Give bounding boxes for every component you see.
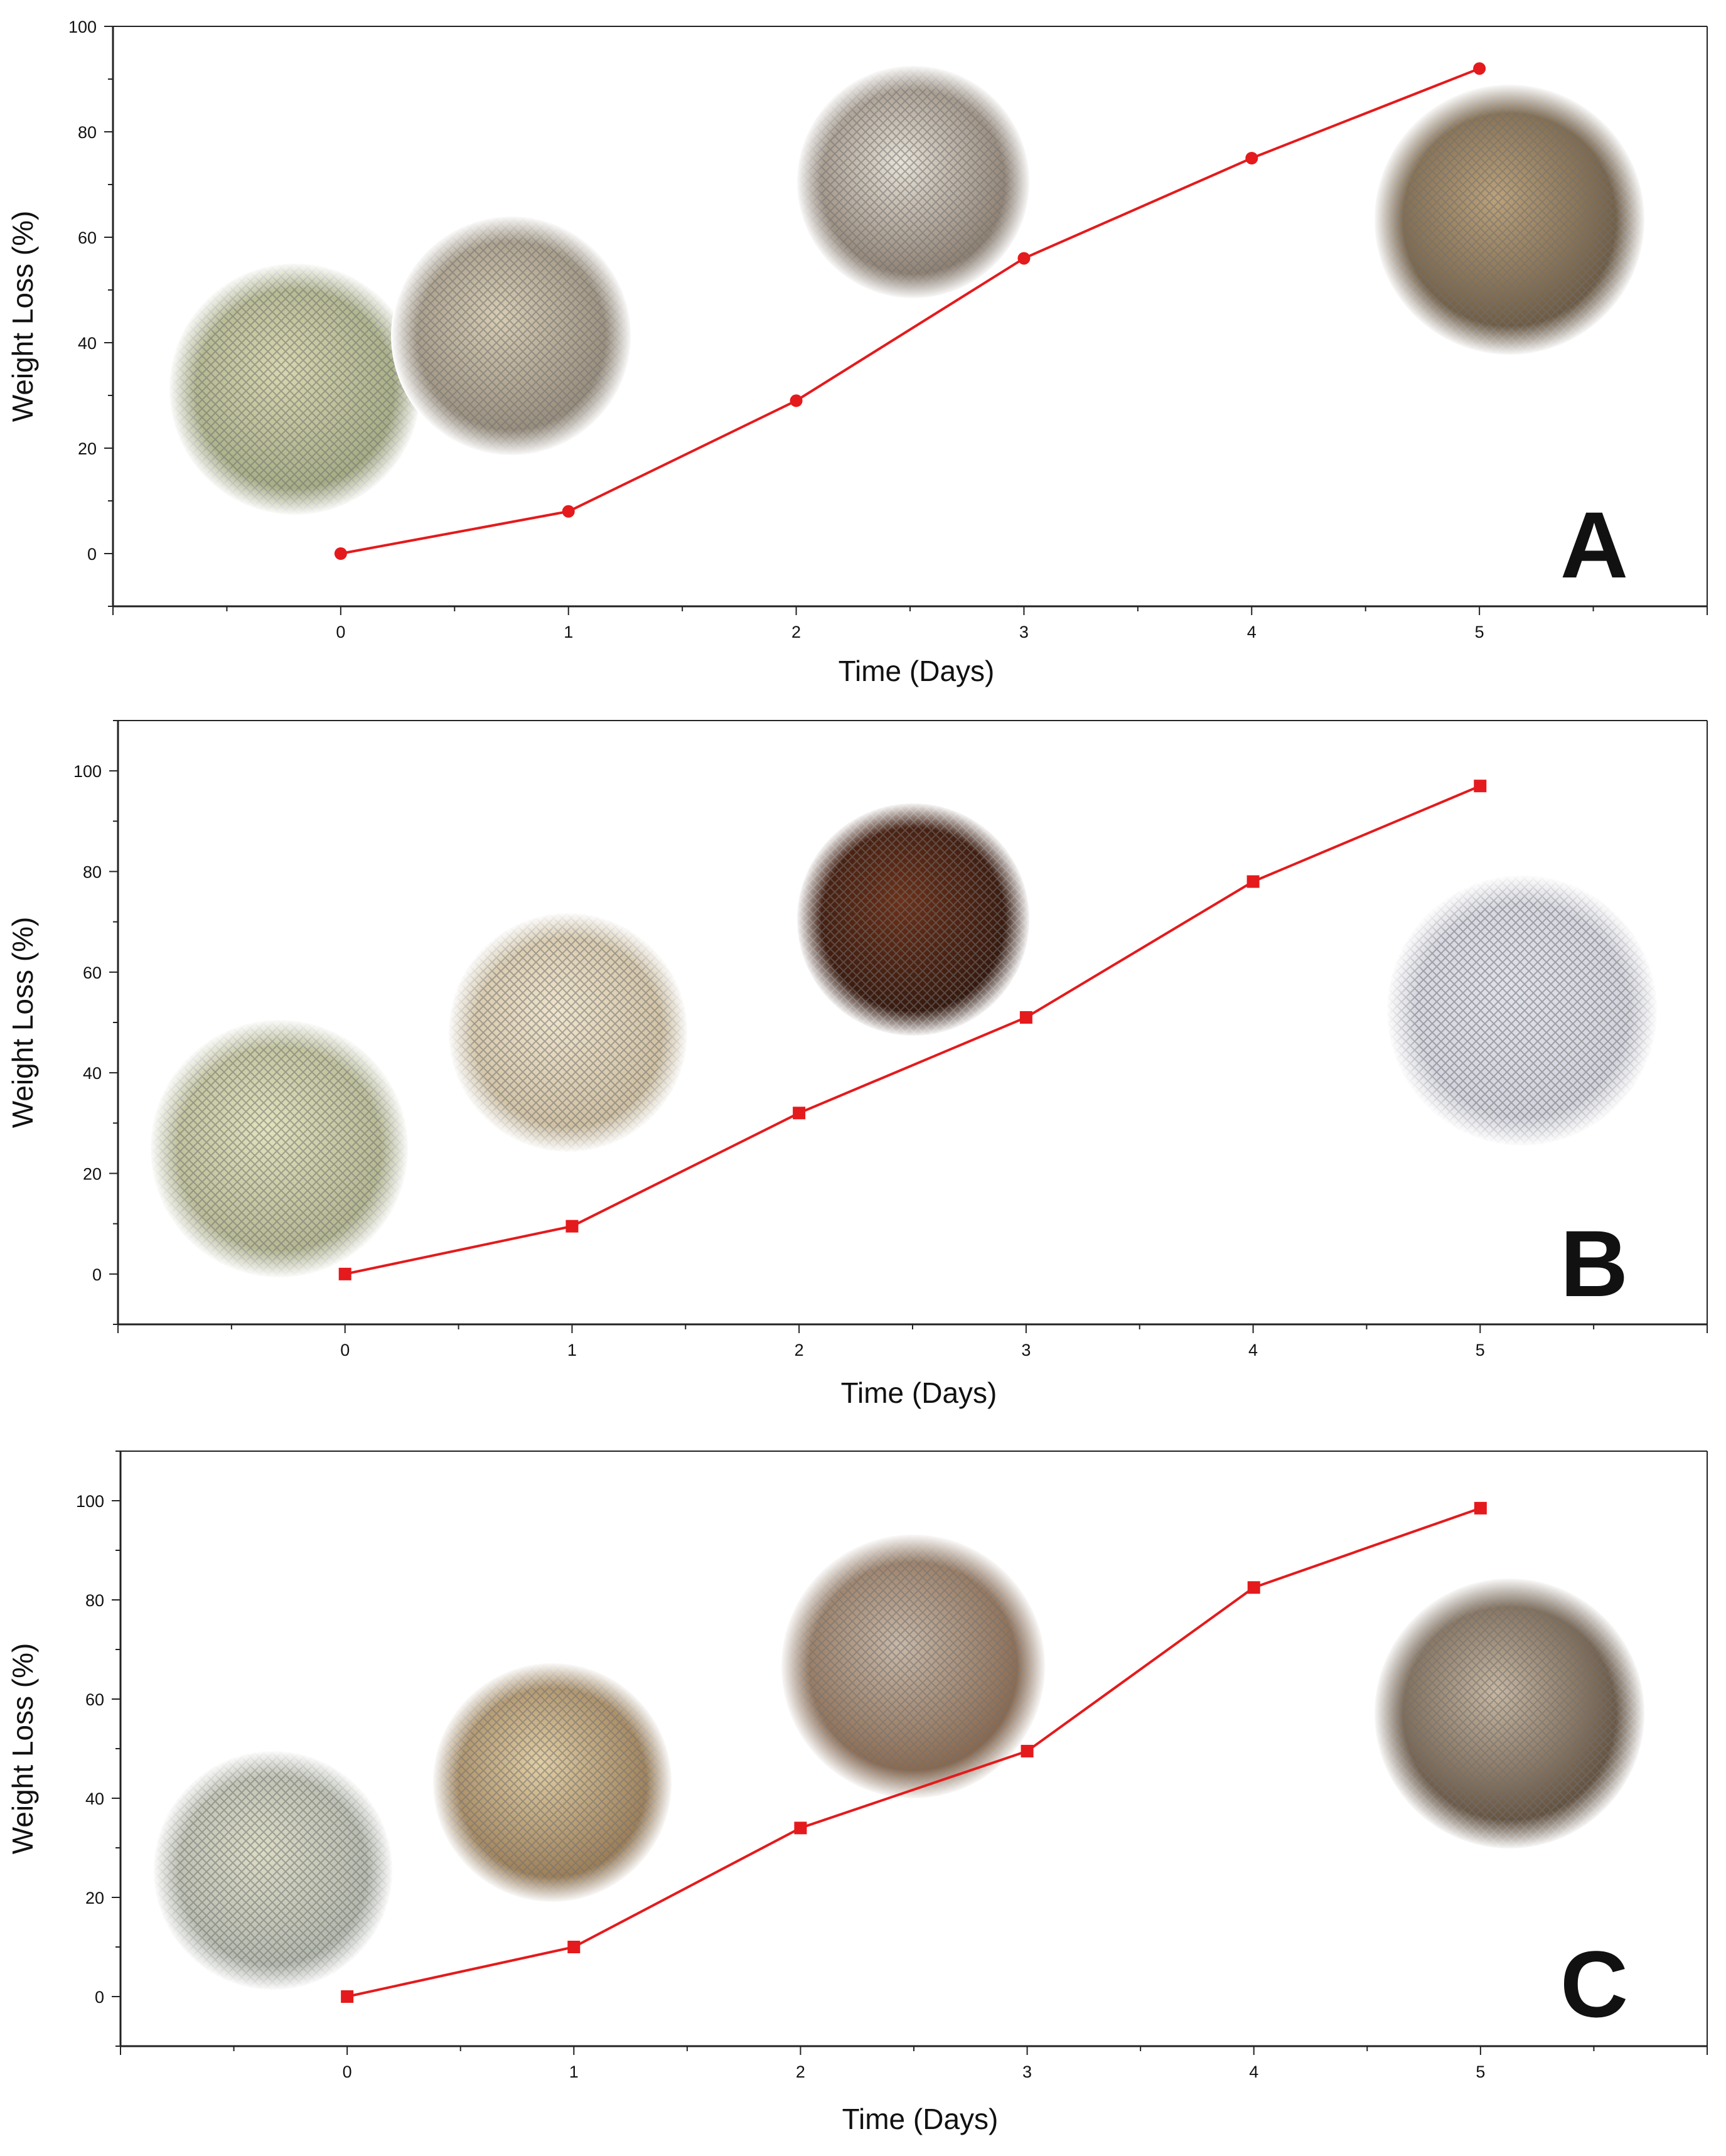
photo-inset [796, 65, 1031, 299]
chart-panel-b: 0 20 40 60 80 100 0 1 2 3 4 5 Time (Days) Weight Loss… [6, 720, 1708, 1409]
data-point-day-0 [338, 1267, 351, 1280]
y-tick-label: 20 [78, 439, 97, 458]
chart-panel-a: 0 20 40 60 80 100 0 1 2 3 4 5 Time (Days) Weight Loss… [6, 18, 1708, 687]
y-tick-label: 100 [76, 1492, 104, 1511]
y-tick-label: 20 [83, 1165, 102, 1184]
photo-vignette [1373, 1577, 1646, 1850]
x-tick-label: 2 [796, 2062, 805, 2081]
panel-letter: B [1560, 1211, 1628, 1316]
y-tick-label: 100 [73, 762, 102, 781]
y-tick-label: 20 [85, 1889, 104, 1907]
photo-vignette [780, 1533, 1046, 1799]
x-tick-label: 1 [564, 623, 573, 641]
data-point-day-2 [793, 1107, 806, 1120]
data-point-day-0 [341, 1990, 354, 2003]
y-tick-label: 80 [85, 1591, 104, 1610]
photo-inset [1373, 1577, 1646, 1850]
y-axis-title: Weight Loss (%) [6, 211, 39, 422]
y-tick-label: 40 [78, 334, 97, 353]
data-point-day-1 [567, 1941, 581, 1953]
y-tick-label: 40 [83, 1064, 102, 1083]
data-point-day-3 [1017, 252, 1031, 265]
data-point-day-2 [790, 394, 803, 407]
photo-inset [780, 1533, 1046, 1799]
x-tick-label: 1 [567, 1341, 577, 1360]
panel-letter: C [1560, 1931, 1628, 2037]
data-point-day-1 [562, 505, 575, 518]
chart-panel-c: 0 20 40 60 80 100 0 1 2 3 4 5 Time (Days) Weight Loss… [6, 1451, 1708, 2135]
data-point-day-3 [1021, 1744, 1034, 1757]
x-tick-label: 0 [343, 2062, 352, 2081]
x-tick-label: 0 [340, 1341, 350, 1360]
y-tick-label: 0 [87, 545, 97, 564]
photo-inset [432, 1662, 673, 1903]
photo-vignette [153, 1750, 394, 1991]
series-line [346, 1506, 1481, 1998]
photo-vignette [149, 1019, 409, 1279]
panel-letter: A [1560, 492, 1628, 598]
data-point-day-5 [1474, 1501, 1487, 1515]
photo-vignette [796, 802, 1031, 1037]
photo-vignette [168, 262, 422, 516]
data-point-day-5 [1474, 780, 1487, 793]
y-tick-label: 60 [85, 1690, 104, 1709]
x-tick-label: 2 [795, 1341, 804, 1360]
x-tick-label: 5 [1476, 2062, 1485, 2081]
photo-inset [796, 802, 1031, 1037]
y-tick-label: 80 [83, 863, 102, 882]
y-axis-title: Weight Loss (%) [6, 917, 39, 1129]
series-line [345, 785, 1481, 1275]
x-axis-title: Time (Days) [839, 655, 995, 687]
x-tick-label: 3 [1021, 1341, 1031, 1360]
x-tick-label: 0 [336, 623, 345, 641]
x-tick-label: 4 [1247, 623, 1257, 641]
photo-inset [153, 1750, 394, 1991]
photo-vignette [448, 912, 689, 1153]
data-point-day-4 [1246, 875, 1260, 888]
y-axis-title: Weight Loss (%) [6, 1643, 39, 1855]
data-point-day-1 [566, 1220, 579, 1233]
x-tick-label: 3 [1019, 623, 1029, 641]
x-axis-title: Time (Days) [842, 2103, 999, 2135]
y-tick-label: 80 [78, 123, 97, 142]
x-tick-label: 5 [1476, 1341, 1485, 1360]
x-tick-label: 4 [1248, 1341, 1258, 1360]
data-point-day-4 [1247, 1581, 1260, 1594]
photo-inset [168, 262, 422, 516]
data-point-day-4 [1245, 152, 1258, 164]
data-point-day-0 [334, 547, 347, 560]
x-tick-label: 3 [1022, 2062, 1032, 2081]
y-tick-label: 40 [85, 1789, 104, 1808]
photo-vignette [1386, 874, 1658, 1147]
x-tick-label: 5 [1475, 623, 1484, 641]
photo-vignette [432, 1662, 673, 1903]
photo-inset [391, 215, 632, 456]
y-tick-label: 0 [92, 1265, 102, 1284]
y-tick-label: 100 [68, 18, 97, 36]
y-tick-label: 60 [78, 228, 97, 247]
data-point-day-5 [1473, 62, 1486, 75]
x-tick-label: 1 [569, 2062, 579, 2081]
photo-inset [448, 912, 689, 1153]
photo-vignette [1373, 83, 1646, 356]
x-axis-title: Time (Days) [841, 1376, 997, 1409]
photo-vignette [391, 215, 632, 456]
photo-vignette [796, 65, 1031, 299]
photo-inset [1386, 874, 1658, 1147]
y-tick-label: 0 [95, 1988, 104, 2007]
photo-inset [149, 1019, 409, 1279]
data-point-day-2 [794, 1821, 807, 1835]
y-tick-label: 60 [83, 963, 102, 982]
data-point-day-3 [1019, 1011, 1032, 1024]
x-tick-label: 4 [1249, 2062, 1258, 2081]
series-line [340, 67, 1480, 555]
photo-inset [1373, 83, 1646, 356]
x-tick-label: 2 [791, 623, 801, 641]
